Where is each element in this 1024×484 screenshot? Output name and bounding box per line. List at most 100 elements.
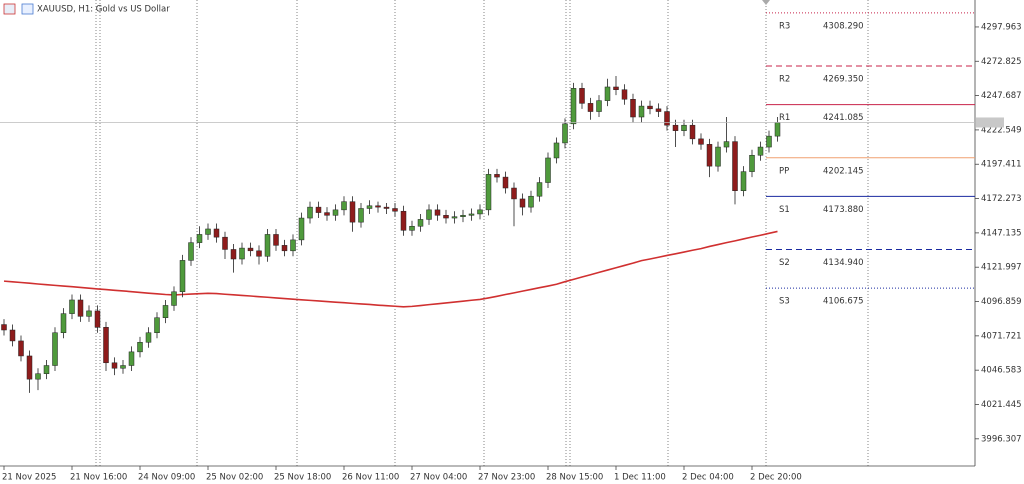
pivot-value: 4202.145 (823, 166, 864, 176)
candle-body (332, 209, 339, 216)
candle-body (570, 88, 577, 125)
candle-body (375, 205, 381, 208)
candle-body (647, 105, 653, 110)
y-tick-label: 4121.997 (981, 263, 1022, 273)
candle-body (604, 86, 611, 101)
candle-body (35, 373, 41, 380)
candle-body (434, 209, 441, 216)
x-tick-label: 28 Nov 15:00 (546, 473, 603, 483)
candle-body (341, 201, 347, 211)
candle-body (213, 228, 220, 238)
pivot-name: S2 (779, 258, 790, 268)
candle-body (307, 206, 313, 219)
pivot-value: 4241.085 (823, 113, 864, 123)
candle-body (188, 242, 194, 261)
candle-body (222, 236, 228, 250)
candle-body (128, 351, 135, 366)
chart-icon[interactable] (21, 3, 34, 15)
candle-body (18, 340, 24, 357)
candle-body (485, 174, 492, 211)
x-tick-label: 2 Dec 20:00 (750, 473, 802, 483)
chart-title: XAUUSD, H1: Gold vs US Dollar (37, 5, 170, 15)
candle-body (349, 201, 356, 223)
candle-body (409, 225, 415, 231)
candle-body (298, 217, 305, 241)
candle-body (86, 310, 92, 317)
candle-body (247, 247, 254, 252)
candle-body (672, 124, 679, 131)
current-price-box (976, 117, 1004, 128)
y-tick-label: 4247.687 (981, 91, 1022, 101)
candle-body (366, 205, 373, 209)
candle-body (358, 208, 364, 223)
candle-body (443, 215, 449, 219)
y-tick-label: 4272.825 (981, 57, 1022, 67)
candle-body (162, 305, 169, 318)
x-tick-label: 24 Nov 09:00 (138, 473, 195, 483)
y-tick-label: 4147.135 (981, 228, 1022, 238)
candle-body (477, 209, 483, 215)
candle-body (205, 228, 211, 235)
candle-body (281, 245, 288, 252)
x-tick-label: 25 Nov 18:00 (274, 473, 331, 483)
candle-body (179, 260, 186, 293)
y-tick-label: 4021.445 (981, 400, 1022, 410)
x-tick-label: 27 Nov 04:00 (410, 473, 467, 483)
candle-body (315, 206, 322, 213)
x-tick-label: 2 Dec 04:00 (682, 473, 734, 483)
y-tick-label: 4046.583 (981, 366, 1022, 376)
pivot-name: S3 (779, 297, 790, 307)
candle-body (468, 213, 475, 216)
y-tick-label: 4197.411 (981, 160, 1022, 170)
candle-body (655, 108, 662, 112)
x-tick-label: 25 Nov 02:00 (206, 473, 263, 483)
candle-body (69, 299, 75, 314)
candle-body (519, 198, 526, 208)
candle-body (621, 89, 628, 100)
candle-body (171, 291, 177, 306)
candle-body (154, 317, 160, 333)
y-tick-label: 4172.273 (981, 194, 1022, 204)
y-tick-label: 3996.307 (981, 434, 1022, 444)
x-tick-label: 21 Nov 16:00 (70, 473, 127, 483)
candle-body (52, 332, 58, 366)
candle-body (638, 105, 645, 118)
x-tick-label: 27 Nov 23:00 (478, 473, 535, 483)
pivot-value: 4134.940 (823, 258, 864, 268)
candle-body (723, 141, 730, 148)
candle-body (715, 146, 721, 167)
candle-body (774, 122, 781, 137)
candle-body (460, 215, 466, 217)
candle-body (392, 208, 398, 212)
candle-body (451, 216, 458, 219)
menu-icon[interactable] (3, 3, 16, 15)
y-tick-label: 4096.859 (981, 297, 1022, 307)
candle-body (60, 313, 67, 333)
pivot-name: S1 (779, 205, 790, 215)
candle-body (502, 176, 509, 189)
candle-body (137, 342, 143, 353)
candle-body (562, 123, 568, 144)
x-tick-label: 1 Dec 11:00 (614, 473, 666, 483)
candle-body (273, 234, 279, 246)
candle-body (324, 212, 330, 216)
pivot-value: 4308.290 (823, 21, 864, 31)
candle-body (145, 332, 152, 343)
candle-body (94, 310, 101, 328)
pivot-value: 4173.880 (823, 205, 864, 215)
candle-body (120, 365, 126, 369)
candle-body (528, 195, 534, 208)
y-tick-label: 4071.721 (981, 331, 1022, 341)
pivot-name: R3 (779, 21, 790, 31)
candle-body (290, 239, 296, 252)
pivot-value: 4106.675 (823, 297, 864, 307)
candle-body (383, 206, 390, 209)
candle-body (426, 209, 432, 220)
candle-body (596, 100, 602, 112)
shift-marker (762, 0, 770, 5)
x-tick-label: 21 Nov 2025 (2, 473, 56, 483)
candle-body (706, 144, 713, 167)
pivot-name: R2 (779, 75, 790, 85)
moving-average (3, 230, 778, 308)
